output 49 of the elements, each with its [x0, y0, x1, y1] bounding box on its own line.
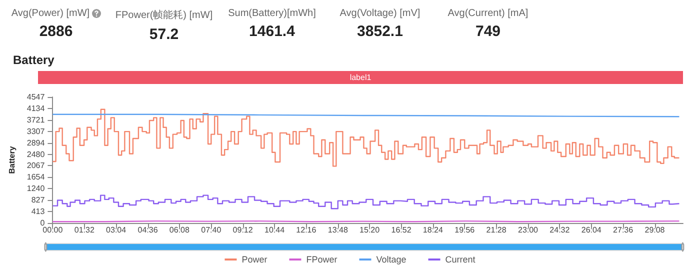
x-tick-label: 26:04 — [581, 226, 602, 234]
data-label: 3852.1 — [356, 23, 404, 40]
y-tick-label: 1240 — [26, 184, 46, 194]
category-label: Sum(Battery)[mWh] — [228, 8, 316, 19]
x-tick-label: 09:12 — [232, 226, 254, 234]
x-tick-label: 18:24 — [422, 226, 444, 234]
y-tick-label: 2894 — [26, 138, 46, 148]
y-tick-label: 4547 — [26, 92, 46, 102]
y-axis-title: Battery — [8, 146, 16, 174]
x-tick-label: 24:32 — [550, 226, 570, 234]
x-tick-label: 23:00 — [518, 226, 539, 234]
y-tick-label: 3307 — [26, 126, 46, 136]
y-tick-label: 413 — [31, 207, 46, 216]
x-tick-label: 06:08 — [169, 226, 190, 234]
data-label: 749 — [474, 23, 502, 40]
chart-title: Battery — [13, 53, 55, 67]
x-tick-label: 04:36 — [138, 226, 158, 234]
y-tick-label: 2480 — [26, 150, 46, 159]
x-tick-label: 03:04 — [106, 226, 127, 234]
legend-label: FPower — [306, 254, 338, 264]
data-label: 1461.4 — [248, 23, 296, 40]
y-tick-label: 0 — [40, 218, 46, 228]
category-label: Avg(Voltage) [mV] — [340, 8, 420, 19]
x-tick-label: 00:00 — [42, 226, 64, 234]
legend-label: Voltage — [376, 254, 406, 264]
x-tick-label: 15:20 — [360, 226, 380, 234]
category-label: Avg(Power) [mW] — [11, 8, 90, 19]
legend-label: Power — [242, 254, 268, 264]
x-tick-label: 10:44 — [264, 226, 286, 234]
x-tick-label: 21:28 — [486, 226, 507, 234]
x-tick-label: 13:48 — [328, 226, 348, 234]
y-tick-label: 827 — [31, 196, 46, 205]
x-tick-label: 19:56 — [454, 226, 476, 234]
y-tick-label: 2067 — [26, 161, 46, 170]
data-label: 57.2 — [148, 26, 180, 43]
y-tick-label: 3721 — [26, 115, 46, 124]
x-tick-label: 12:16 — [296, 226, 317, 234]
legend-label: Current — [445, 254, 476, 264]
y-tick-label: 4134 — [26, 104, 46, 113]
x-tick-label: 27:36 — [613, 226, 634, 234]
category-label: FPower(帧能耗) [mW] — [115, 10, 213, 21]
band-label: label1 — [350, 73, 372, 82]
y-tick-label: 1654 — [26, 172, 46, 182]
x-tick-label: 16:52 — [391, 226, 412, 234]
category-label: Avg(Current) [mA] — [448, 8, 528, 19]
data-label: 2886 — [38, 23, 74, 40]
x-tick-label: 29:08 — [644, 226, 666, 234]
x-tick-label: 01:32 — [74, 226, 95, 234]
x-tick-label: 07:40 — [201, 226, 222, 234]
